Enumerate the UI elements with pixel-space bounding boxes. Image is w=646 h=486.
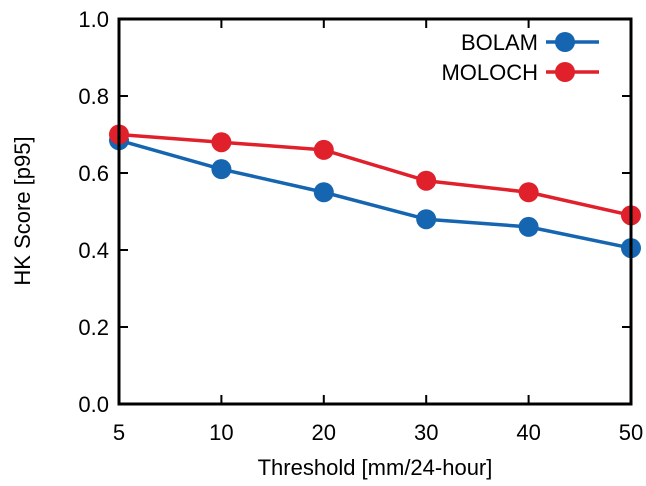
data-point-bolam [518, 216, 539, 237]
y-tick-label: 0.2 [78, 315, 109, 340]
y-tick-label: 0.8 [78, 84, 109, 109]
data-point-bolam [211, 159, 232, 180]
y-tick-label: 1.0 [78, 7, 109, 32]
data-point-moloch [313, 139, 334, 160]
series-layer [109, 124, 641, 259]
legend-label-moloch: MOLOCH [441, 60, 538, 85]
y-tick-label: 0.6 [78, 161, 109, 186]
x-tick-label: 30 [414, 420, 438, 445]
y-tick-label: 0.0 [78, 392, 109, 417]
legend-marker-bolam [555, 32, 575, 52]
axis-ticks: 0.0 0.2 0.4 0.6 0.8 1.0 5 10 20 30 40 50 [78, 7, 643, 445]
x-tick-label: 10 [209, 420, 233, 445]
series-line-bolam [118, 138, 632, 250]
series-line-moloch [118, 132, 632, 218]
data-point-moloch [518, 182, 539, 203]
x-tick-label: 40 [516, 420, 540, 445]
data-point-bolam [313, 182, 334, 203]
x-tick-label: 50 [619, 420, 643, 445]
x-axis-title: Threshold [mm/24-hour] [258, 455, 493, 480]
data-point-moloch [211, 132, 232, 153]
data-point-moloch [416, 170, 437, 191]
data-point-bolam [416, 209, 437, 230]
plot-frame [117, 17, 633, 406]
y-axis-title: HK Score [p95] [10, 136, 35, 285]
legend-label-bolam: BOLAM [461, 30, 538, 55]
y-tick-label: 0.4 [78, 238, 109, 263]
x-tick-label: 5 [113, 420, 125, 445]
legend-marker-moloch [555, 62, 575, 82]
legend: BOLAM MOLOCH [441, 30, 599, 85]
x-tick-label: 20 [312, 420, 336, 445]
